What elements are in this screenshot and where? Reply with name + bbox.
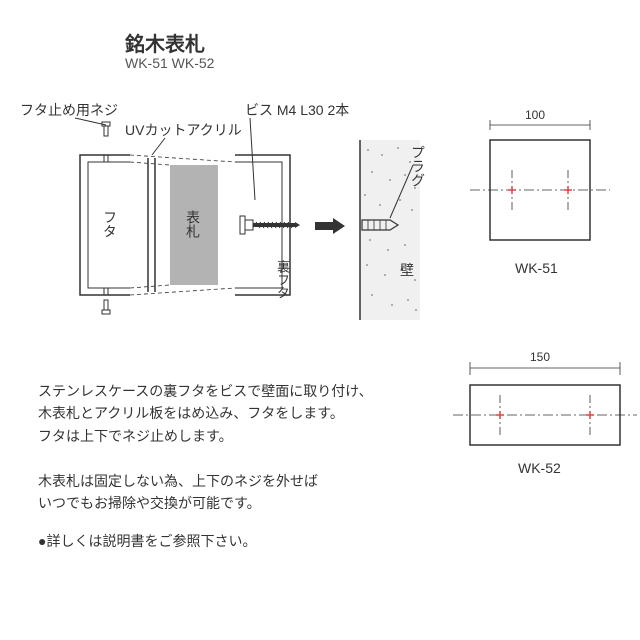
- dim-wk52: 150: [530, 350, 550, 364]
- label-nameplate: 表札: [183, 210, 203, 238]
- label-backlid: 裏フタ: [273, 260, 292, 299]
- screw-bis: [240, 216, 300, 234]
- dim-wk51: 100: [525, 108, 545, 122]
- caption-wk51: WK-51: [515, 260, 558, 276]
- exploded-diagram: [20, 110, 460, 370]
- arrow-icon: [315, 218, 345, 234]
- wk51-drawing: [460, 110, 630, 270]
- title: 銘木表札: [125, 28, 205, 57]
- body-text-1: ステンレスケースの裏フタをビスで壁面に取り付け、 木表札とアクリル板をはめ込み、…: [38, 380, 438, 447]
- subtitle: WK-51 WK-52: [125, 55, 214, 71]
- label-lid: フタ: [100, 210, 120, 238]
- body-text-2: 木表札は固定しない為、上下のネジを外せば いつでもお掃除や交換が可能です。: [38, 470, 438, 515]
- label-plug: プラグ: [408, 145, 428, 187]
- caption-wk52: WK-52: [518, 460, 561, 476]
- body-text-3: ●詳しくは説明書をご参照下さい。: [38, 530, 256, 552]
- label-wall: 壁: [400, 260, 414, 280]
